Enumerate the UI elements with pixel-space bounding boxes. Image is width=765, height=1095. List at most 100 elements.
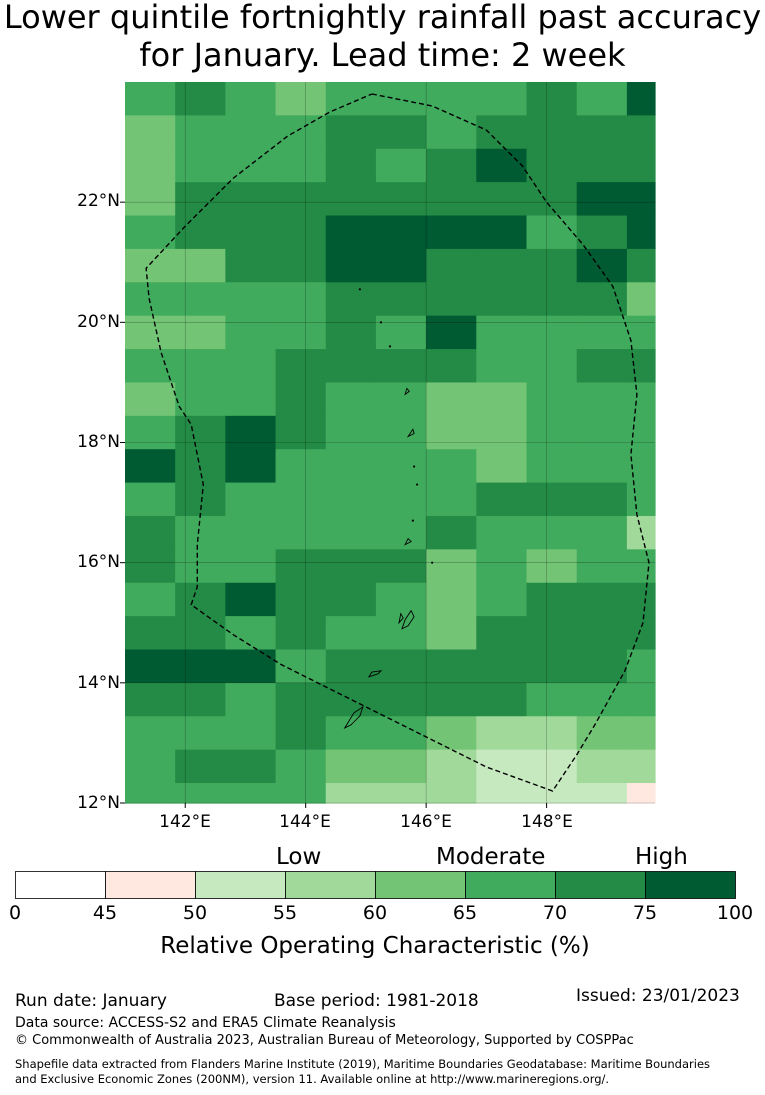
grid-cell xyxy=(225,582,277,617)
grid-cell xyxy=(526,215,578,250)
grid-cell xyxy=(225,482,277,517)
colorbar-tick-60: 60 xyxy=(362,902,388,924)
grid-cell xyxy=(125,315,176,350)
grid-cell xyxy=(476,215,528,250)
grid-cell xyxy=(576,649,628,684)
grid-cell xyxy=(526,682,578,717)
colorbar-tick-0: 0 xyxy=(8,902,22,924)
colorbar-segment xyxy=(375,871,466,899)
grid-cell xyxy=(476,282,528,317)
grid-cell xyxy=(626,248,656,283)
grid-cell xyxy=(225,182,277,217)
graticule xyxy=(125,82,655,804)
grid-cell xyxy=(175,248,226,283)
coastlines xyxy=(343,288,434,729)
island-dot xyxy=(412,465,416,468)
grid-cell xyxy=(275,649,327,684)
grid-cell xyxy=(275,616,327,651)
grid-cell xyxy=(225,749,277,784)
grid-cell xyxy=(175,649,226,684)
grid-cell xyxy=(175,482,226,517)
copyright-notice: © Commonwealth of Australia 2023, Austra… xyxy=(15,1033,634,1048)
lat-label-14n: 14°N xyxy=(77,673,120,693)
map-panel xyxy=(120,82,656,808)
grid-cell xyxy=(225,649,277,684)
grid-cell xyxy=(125,382,176,417)
eez-boundary xyxy=(145,93,650,792)
colorbar-segment xyxy=(555,871,646,899)
colorbar-segment xyxy=(195,871,286,899)
grid-cell xyxy=(526,549,578,584)
colorbar-tick-75: 75 xyxy=(632,902,658,924)
grid-cell xyxy=(626,682,656,717)
chart-title-line-1: Lower quintile fortnightly rainfall past… xyxy=(3,0,762,36)
grid-cell xyxy=(626,449,656,484)
grid-cell xyxy=(375,349,427,384)
grid-cell xyxy=(125,282,176,317)
grid-cell xyxy=(325,616,377,651)
grid-cell xyxy=(175,682,226,717)
colorbar-segment xyxy=(285,871,376,899)
grid-cell xyxy=(426,382,477,417)
grid-cell xyxy=(125,482,176,517)
grid-cell xyxy=(275,82,327,116)
grid-cell xyxy=(476,482,528,517)
grid-cell xyxy=(375,248,427,283)
legend-category-low: Low xyxy=(276,844,322,870)
grid-cell xyxy=(275,248,327,283)
grid-cell xyxy=(426,82,477,116)
grid-cell xyxy=(225,415,277,450)
grid-cell xyxy=(125,415,176,450)
grid-cell xyxy=(626,749,656,784)
grid-cell xyxy=(375,115,427,150)
island-outline xyxy=(398,612,404,625)
grid-cell xyxy=(426,649,477,684)
grid-cell xyxy=(175,349,226,384)
grid-cell xyxy=(175,415,226,450)
grid-cell xyxy=(325,248,377,283)
grid-cell xyxy=(375,315,427,350)
grid-cell xyxy=(526,315,578,350)
grid-cell xyxy=(476,549,528,584)
grid-cell xyxy=(626,783,656,804)
colorbar-tick-65: 65 xyxy=(452,902,478,924)
grid-cell xyxy=(225,682,277,717)
grid-cell xyxy=(325,749,377,784)
grid-cell xyxy=(576,115,628,150)
grid-cell xyxy=(576,515,628,550)
island-dot xyxy=(416,483,419,486)
grid-cell xyxy=(426,716,477,751)
grid-cell xyxy=(526,415,578,450)
grid-cell xyxy=(476,649,528,684)
grid-cell xyxy=(125,148,176,183)
grid-cell xyxy=(426,282,477,317)
grid-cell xyxy=(576,349,628,384)
grid-cell xyxy=(325,349,377,384)
grid-cell xyxy=(526,349,578,384)
grid-cell xyxy=(626,616,656,651)
grid-cell xyxy=(476,449,528,484)
grid-cell xyxy=(325,582,377,617)
grid-cell xyxy=(225,82,277,116)
grid-cell xyxy=(325,682,377,717)
lat-label-12n: 12°N xyxy=(77,793,120,813)
grid-cell xyxy=(626,649,656,684)
grid-cell xyxy=(626,115,656,150)
data-source: Data source: ACCESS-S2 and ERA5 Climate … xyxy=(15,1015,396,1031)
grid-cell xyxy=(476,716,528,751)
grid-cell xyxy=(626,515,656,550)
grid-cell xyxy=(175,749,226,784)
colorbar-segment xyxy=(465,871,556,899)
grid-cell xyxy=(325,649,377,684)
grid-cell xyxy=(626,549,656,584)
grid-cell xyxy=(125,115,176,150)
grid-cell xyxy=(526,649,578,684)
grid-cell xyxy=(375,582,427,617)
grid-cell xyxy=(526,449,578,484)
grid-cell xyxy=(325,182,377,217)
grid-cell xyxy=(175,115,226,150)
grid-cell xyxy=(125,182,176,217)
grid-cell xyxy=(225,248,277,283)
grid-cell xyxy=(175,449,226,484)
grid-cell xyxy=(426,549,477,584)
